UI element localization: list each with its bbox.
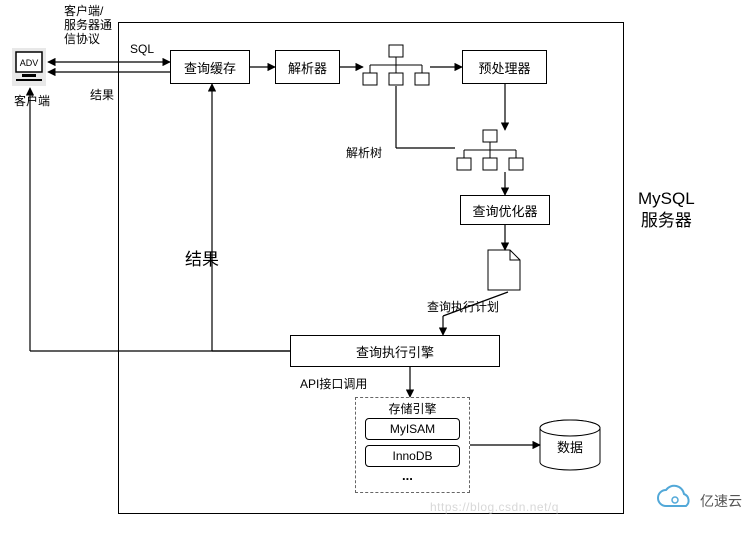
node-label: 查询优化器 xyxy=(472,201,537,220)
node-preprocessor: 预处理器 xyxy=(462,50,547,84)
node-label: MyISAM xyxy=(390,422,435,436)
sql-label: SQL xyxy=(130,42,154,56)
node-label: 预处理器 xyxy=(478,58,530,77)
node-label: 查询执行引擎 xyxy=(356,342,434,361)
node-innodb: InnoDB xyxy=(365,445,460,467)
storage-ellipsis: ... xyxy=(402,468,413,483)
node-label: 解析器 xyxy=(288,58,327,77)
node-label: InnoDB xyxy=(392,449,432,463)
storage-title: 存储引擎 xyxy=(356,400,469,417)
server-title: MySQL 服务器 xyxy=(638,188,695,232)
node-query-cache: 查询缓存 xyxy=(170,50,250,84)
logo-text: 亿速云 xyxy=(700,493,742,509)
node-parser: 解析器 xyxy=(275,50,340,84)
parse-tree-label: 解析树 xyxy=(346,144,382,161)
api-label: API接口调用 xyxy=(300,375,367,392)
result-small-label: 结果 xyxy=(90,86,114,103)
yisu-logo xyxy=(658,486,689,506)
client-monitor-icon: ADV xyxy=(12,48,46,86)
node-label: 查询缓存 xyxy=(184,58,236,77)
protocol-label: 客户端/ 服务器通 信协议 xyxy=(64,4,112,46)
node-myisam: MyISAM xyxy=(365,418,460,440)
svg-text:ADV: ADV xyxy=(20,58,39,68)
plan-label: 查询执行计划 xyxy=(427,298,499,315)
node-optimizer: 查询优化器 xyxy=(460,195,550,225)
client-caption: 客户端 xyxy=(14,92,50,109)
result-big-label: 结果 xyxy=(185,245,219,270)
node-exec-engine: 查询执行引擎 xyxy=(290,335,500,367)
